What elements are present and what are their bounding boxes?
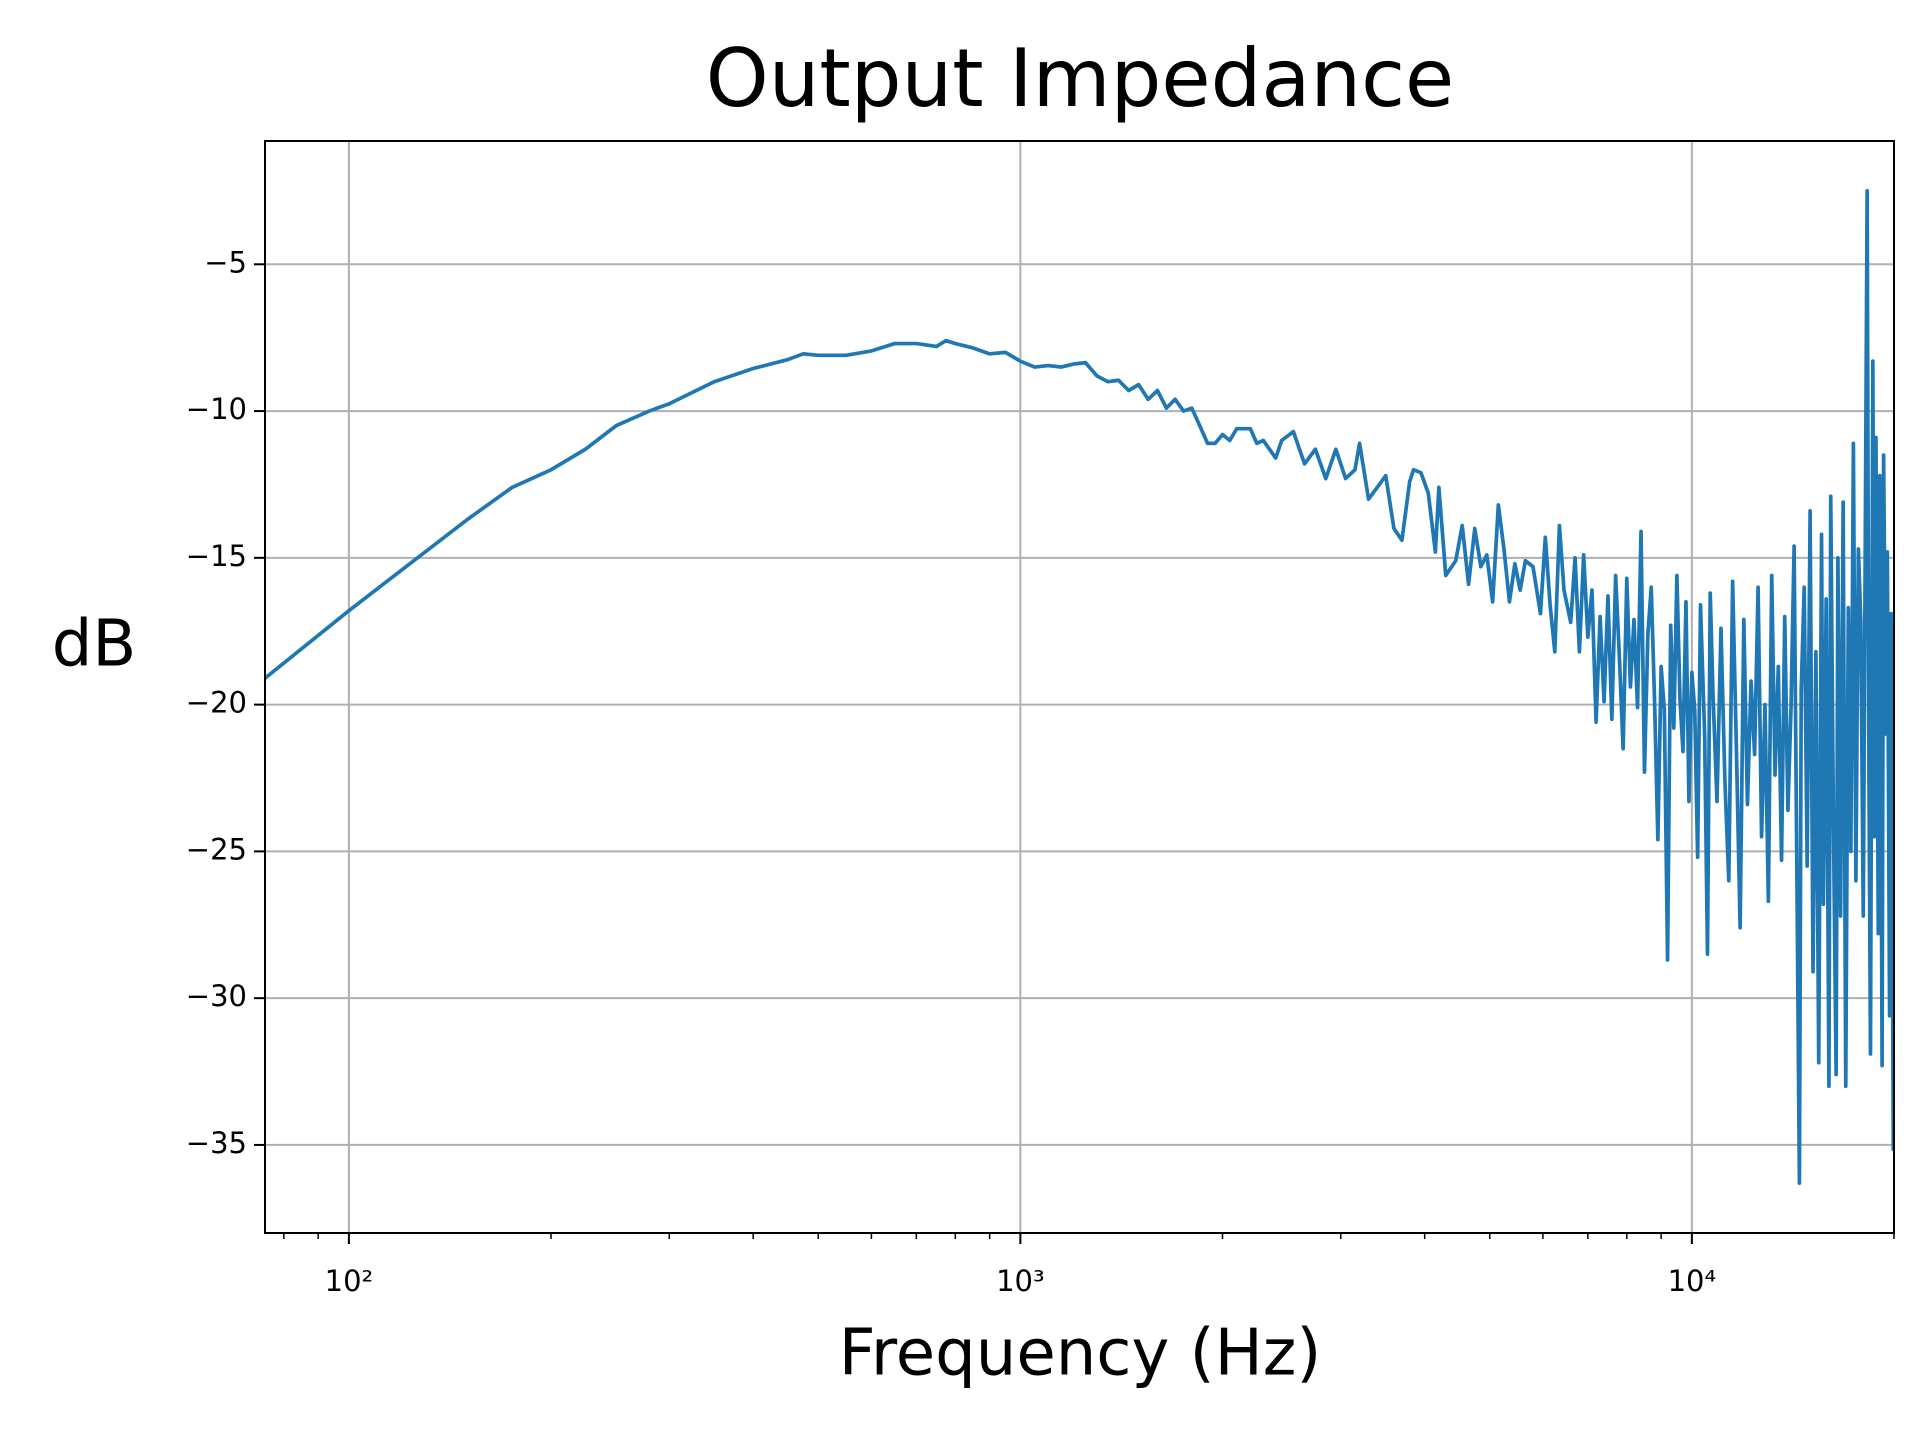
- y-tick-label: −10: [186, 392, 247, 426]
- x-tick-label: 10⁴: [1668, 1264, 1717, 1298]
- y-tick-label: −5: [204, 245, 247, 279]
- chart-title: Output Impedance: [706, 32, 1455, 125]
- y-axis-label: dB: [52, 608, 137, 682]
- x-axis-label: Frequency (Hz): [839, 1317, 1322, 1391]
- data-line: [265, 189, 1894, 1185]
- y-tick-label: −30: [186, 979, 247, 1013]
- plot-frame: [264, 140, 1895, 1234]
- x-tick-label: 10²: [325, 1264, 374, 1298]
- y-tick-label: −20: [186, 686, 247, 720]
- y-tick-label: −25: [186, 832, 247, 866]
- y-tick-label: −35: [186, 1126, 247, 1160]
- y-tick-label: −15: [186, 539, 247, 573]
- x-tick-label: 10³: [996, 1264, 1045, 1298]
